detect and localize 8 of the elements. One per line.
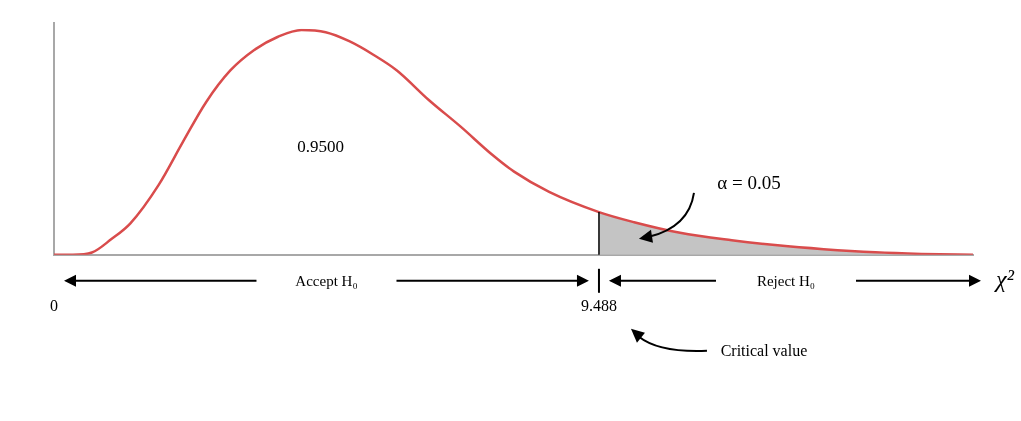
x-tick-label: 0 (50, 296, 58, 314)
text: Reject H₀ (756, 272, 816, 290)
annotation: α = 0.05 (717, 171, 781, 194)
annotation: 0.9500 (297, 136, 344, 157)
text: Accept H₀ (295, 272, 358, 290)
legend-label: Critical value (720, 341, 808, 360)
x-tick-label: 9.488 (580, 296, 617, 314)
x-axis-title: χ² (996, 265, 1014, 293)
